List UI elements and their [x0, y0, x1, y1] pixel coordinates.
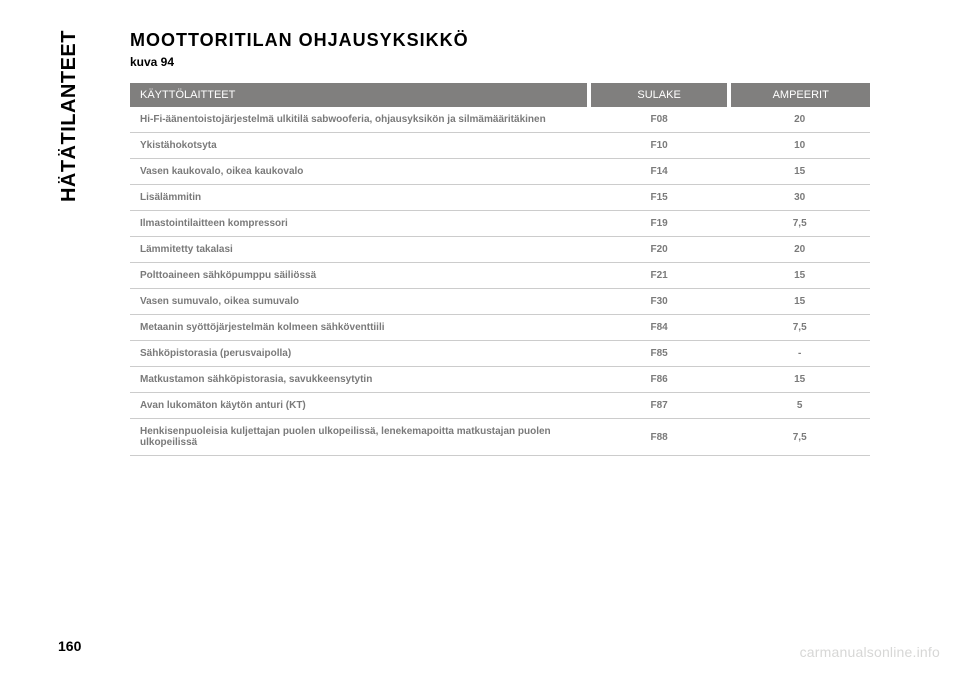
cell-amps: 30: [729, 185, 870, 211]
col-header-amps: AMPEERIT: [729, 83, 870, 107]
cell-device: Metaanin syöttöjärjestelmän kolmeen sähk…: [130, 315, 589, 341]
table-row: Avan lukomäton käytön anturi (KT)F875: [130, 393, 870, 419]
page-container: HÄTÄTILANTEET MOOTTORITILAN OHJAUSYKSIKK…: [0, 0, 960, 678]
cell-fuse: F88: [589, 419, 730, 456]
cell-amps: 15: [729, 263, 870, 289]
cell-device: Lämmitetty takalasi: [130, 237, 589, 263]
cell-device: Matkustamon sähköpistorasia, savukkeensy…: [130, 367, 589, 393]
cell-amps: -: [729, 341, 870, 367]
figure-reference: kuva 94: [130, 55, 860, 69]
cell-amps: 15: [729, 367, 870, 393]
table-row: Henkisenpuoleisia kuljettajan puolen ulk…: [130, 419, 870, 456]
cell-fuse: F19: [589, 211, 730, 237]
table-row: Sähköpistorasia (perusvaipolla)F85-: [130, 341, 870, 367]
table-row: Vasen kaukovalo, oikea kaukovaloF1415: [130, 159, 870, 185]
cell-device: Henkisenpuoleisia kuljettajan puolen ulk…: [130, 419, 589, 456]
table-row: Metaanin syöttöjärjestelmän kolmeen sähk…: [130, 315, 870, 341]
cell-fuse: F14: [589, 159, 730, 185]
cell-fuse: F20: [589, 237, 730, 263]
cell-device: Lisälämmitin: [130, 185, 589, 211]
fuse-table: KÄYTTÖLAITTEET SULAKE AMPEERIT Hi-Fi-ään…: [130, 83, 870, 456]
table-row: Vasen sumuvalo, oikea sumuvaloF3015: [130, 289, 870, 315]
cell-amps: 20: [729, 237, 870, 263]
table-row: Hi-Fi-äänentoistojärjestelmä ulkitilä sa…: [130, 107, 870, 133]
cell-fuse: F08: [589, 107, 730, 133]
cell-fuse: F84: [589, 315, 730, 341]
cell-device: Hi-Fi-äänentoistojärjestelmä ulkitilä sa…: [130, 107, 589, 133]
table-row: Polttoaineen sähköpumppu säiliössäF2115: [130, 263, 870, 289]
cell-amps: 15: [729, 159, 870, 185]
table-row: Matkustamon sähköpistorasia, savukkeensy…: [130, 367, 870, 393]
cell-device: Vasen kaukovalo, oikea kaukovalo: [130, 159, 589, 185]
cell-device: Ilmastointilaitteen kompressori: [130, 211, 589, 237]
cell-amps: 10: [729, 133, 870, 159]
table-row: LisälämmitinF1530: [130, 185, 870, 211]
cell-amps: 7,5: [729, 419, 870, 456]
cell-fuse: F21: [589, 263, 730, 289]
cell-fuse: F85: [589, 341, 730, 367]
cell-fuse: F86: [589, 367, 730, 393]
cell-amps: 7,5: [729, 211, 870, 237]
watermark: carmanualsonline.info: [800, 644, 940, 660]
col-header-fuse: SULAKE: [589, 83, 730, 107]
section-label: HÄTÄTILANTEET: [58, 30, 81, 202]
cell-amps: 5: [729, 393, 870, 419]
cell-device: Avan lukomäton käytön anturi (KT): [130, 393, 589, 419]
cell-fuse: F10: [589, 133, 730, 159]
table-row: Ilmastointilaitteen kompressoriF197,5: [130, 211, 870, 237]
table-row: YkistähokotsytaF1010: [130, 133, 870, 159]
cell-device: Ykistähokotsyta: [130, 133, 589, 159]
cell-fuse: F15: [589, 185, 730, 211]
col-header-devices: KÄYTTÖLAITTEET: [130, 83, 589, 107]
cell-device: Polttoaineen sähköpumppu säiliössä: [130, 263, 589, 289]
page-heading: MOOTTORITILAN OHJAUSYKSIKKÖ: [130, 30, 860, 51]
cell-amps: 20: [729, 107, 870, 133]
cell-device: Vasen sumuvalo, oikea sumuvalo: [130, 289, 589, 315]
cell-fuse: F30: [589, 289, 730, 315]
cell-amps: 15: [729, 289, 870, 315]
page-number: 160: [58, 638, 81, 654]
cell-amps: 7,5: [729, 315, 870, 341]
table-header-row: KÄYTTÖLAITTEET SULAKE AMPEERIT: [130, 83, 870, 107]
table-row: Lämmitetty takalasiF2020: [130, 237, 870, 263]
cell-fuse: F87: [589, 393, 730, 419]
cell-device: Sähköpistorasia (perusvaipolla): [130, 341, 589, 367]
